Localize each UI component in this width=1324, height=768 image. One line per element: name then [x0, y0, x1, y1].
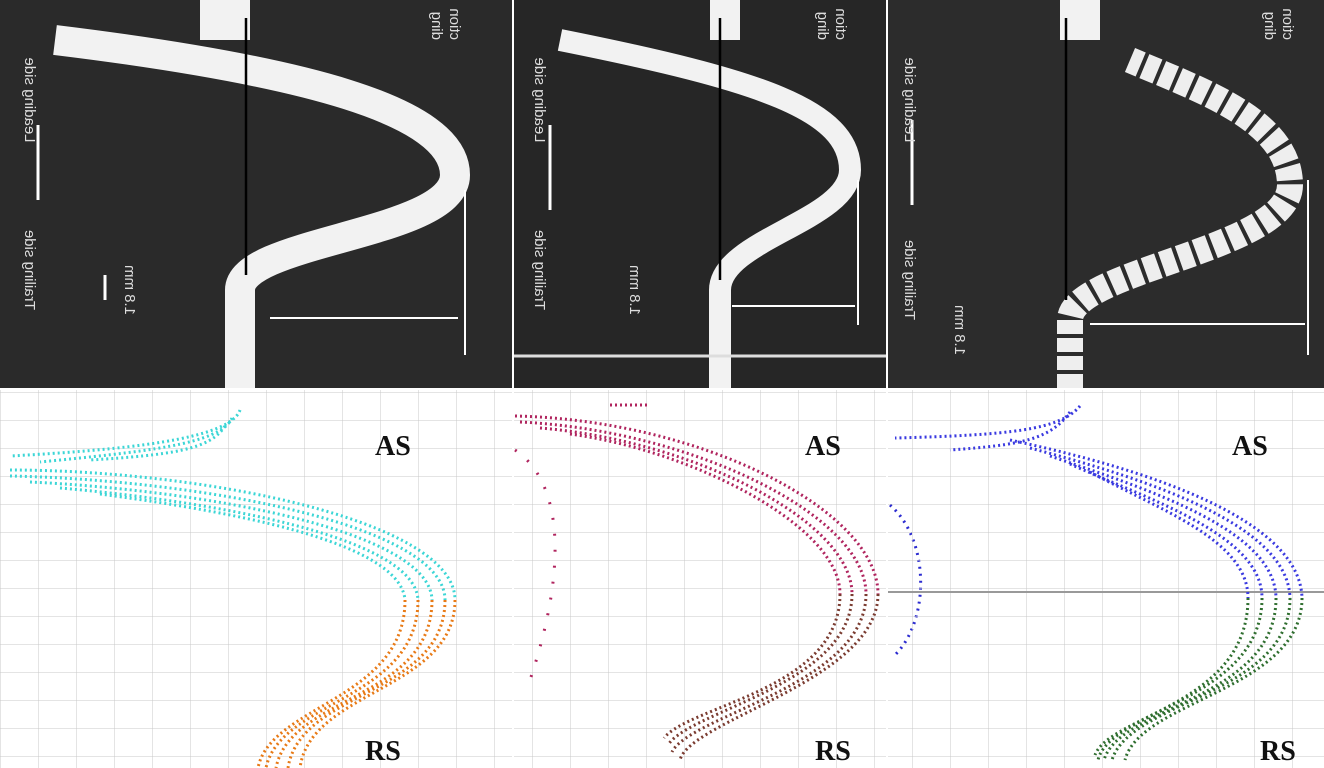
photo-1: Leading side Trailing side 1.8 mm ding c… [0, 0, 512, 388]
as-label: AS [1232, 431, 1268, 462]
leading-label: Leading side [21, 57, 38, 142]
scale-label: 1.8 mm [951, 305, 968, 355]
trailing-label: Trailing side [901, 240, 918, 320]
rs-label: RS [815, 736, 851, 767]
figure: Leading side Trailing side 1.8 mm ding c… [0, 0, 1324, 768]
direction-label: ding [814, 12, 831, 40]
page: Leading side Trailing side 1.8 mm ding c… [0, 0, 1324, 768]
plot-2: AS RS [514, 390, 921, 768]
scale-label: 1.8 mm [626, 265, 643, 315]
direction-label: ction [446, 8, 463, 40]
direction-label: ding [428, 12, 445, 40]
leading-label: Leading side [531, 57, 548, 142]
plot-1: AS RS [0, 390, 512, 768]
direction-label: ction [832, 8, 849, 40]
scale-label: 1.8 mm [121, 265, 138, 315]
rs-label: RS [365, 736, 401, 767]
direction-label: ding [1261, 12, 1278, 40]
plot-3: AS RS [888, 390, 1324, 768]
rs-label: RS [1260, 736, 1296, 767]
photo-3: Leading side Trailing side 1.8 mm ding c… [888, 0, 1324, 388]
as-label: AS [375, 431, 411, 462]
trailing-label: Trailing side [531, 230, 548, 310]
direction-label: ction [1279, 8, 1296, 40]
leading-label: Leading side [901, 57, 918, 142]
trailing-label: Trailing side [21, 230, 38, 310]
photo-2: Leading side Trailing side 1.8 mm ding c… [514, 0, 886, 388]
as-label: AS [805, 431, 841, 462]
